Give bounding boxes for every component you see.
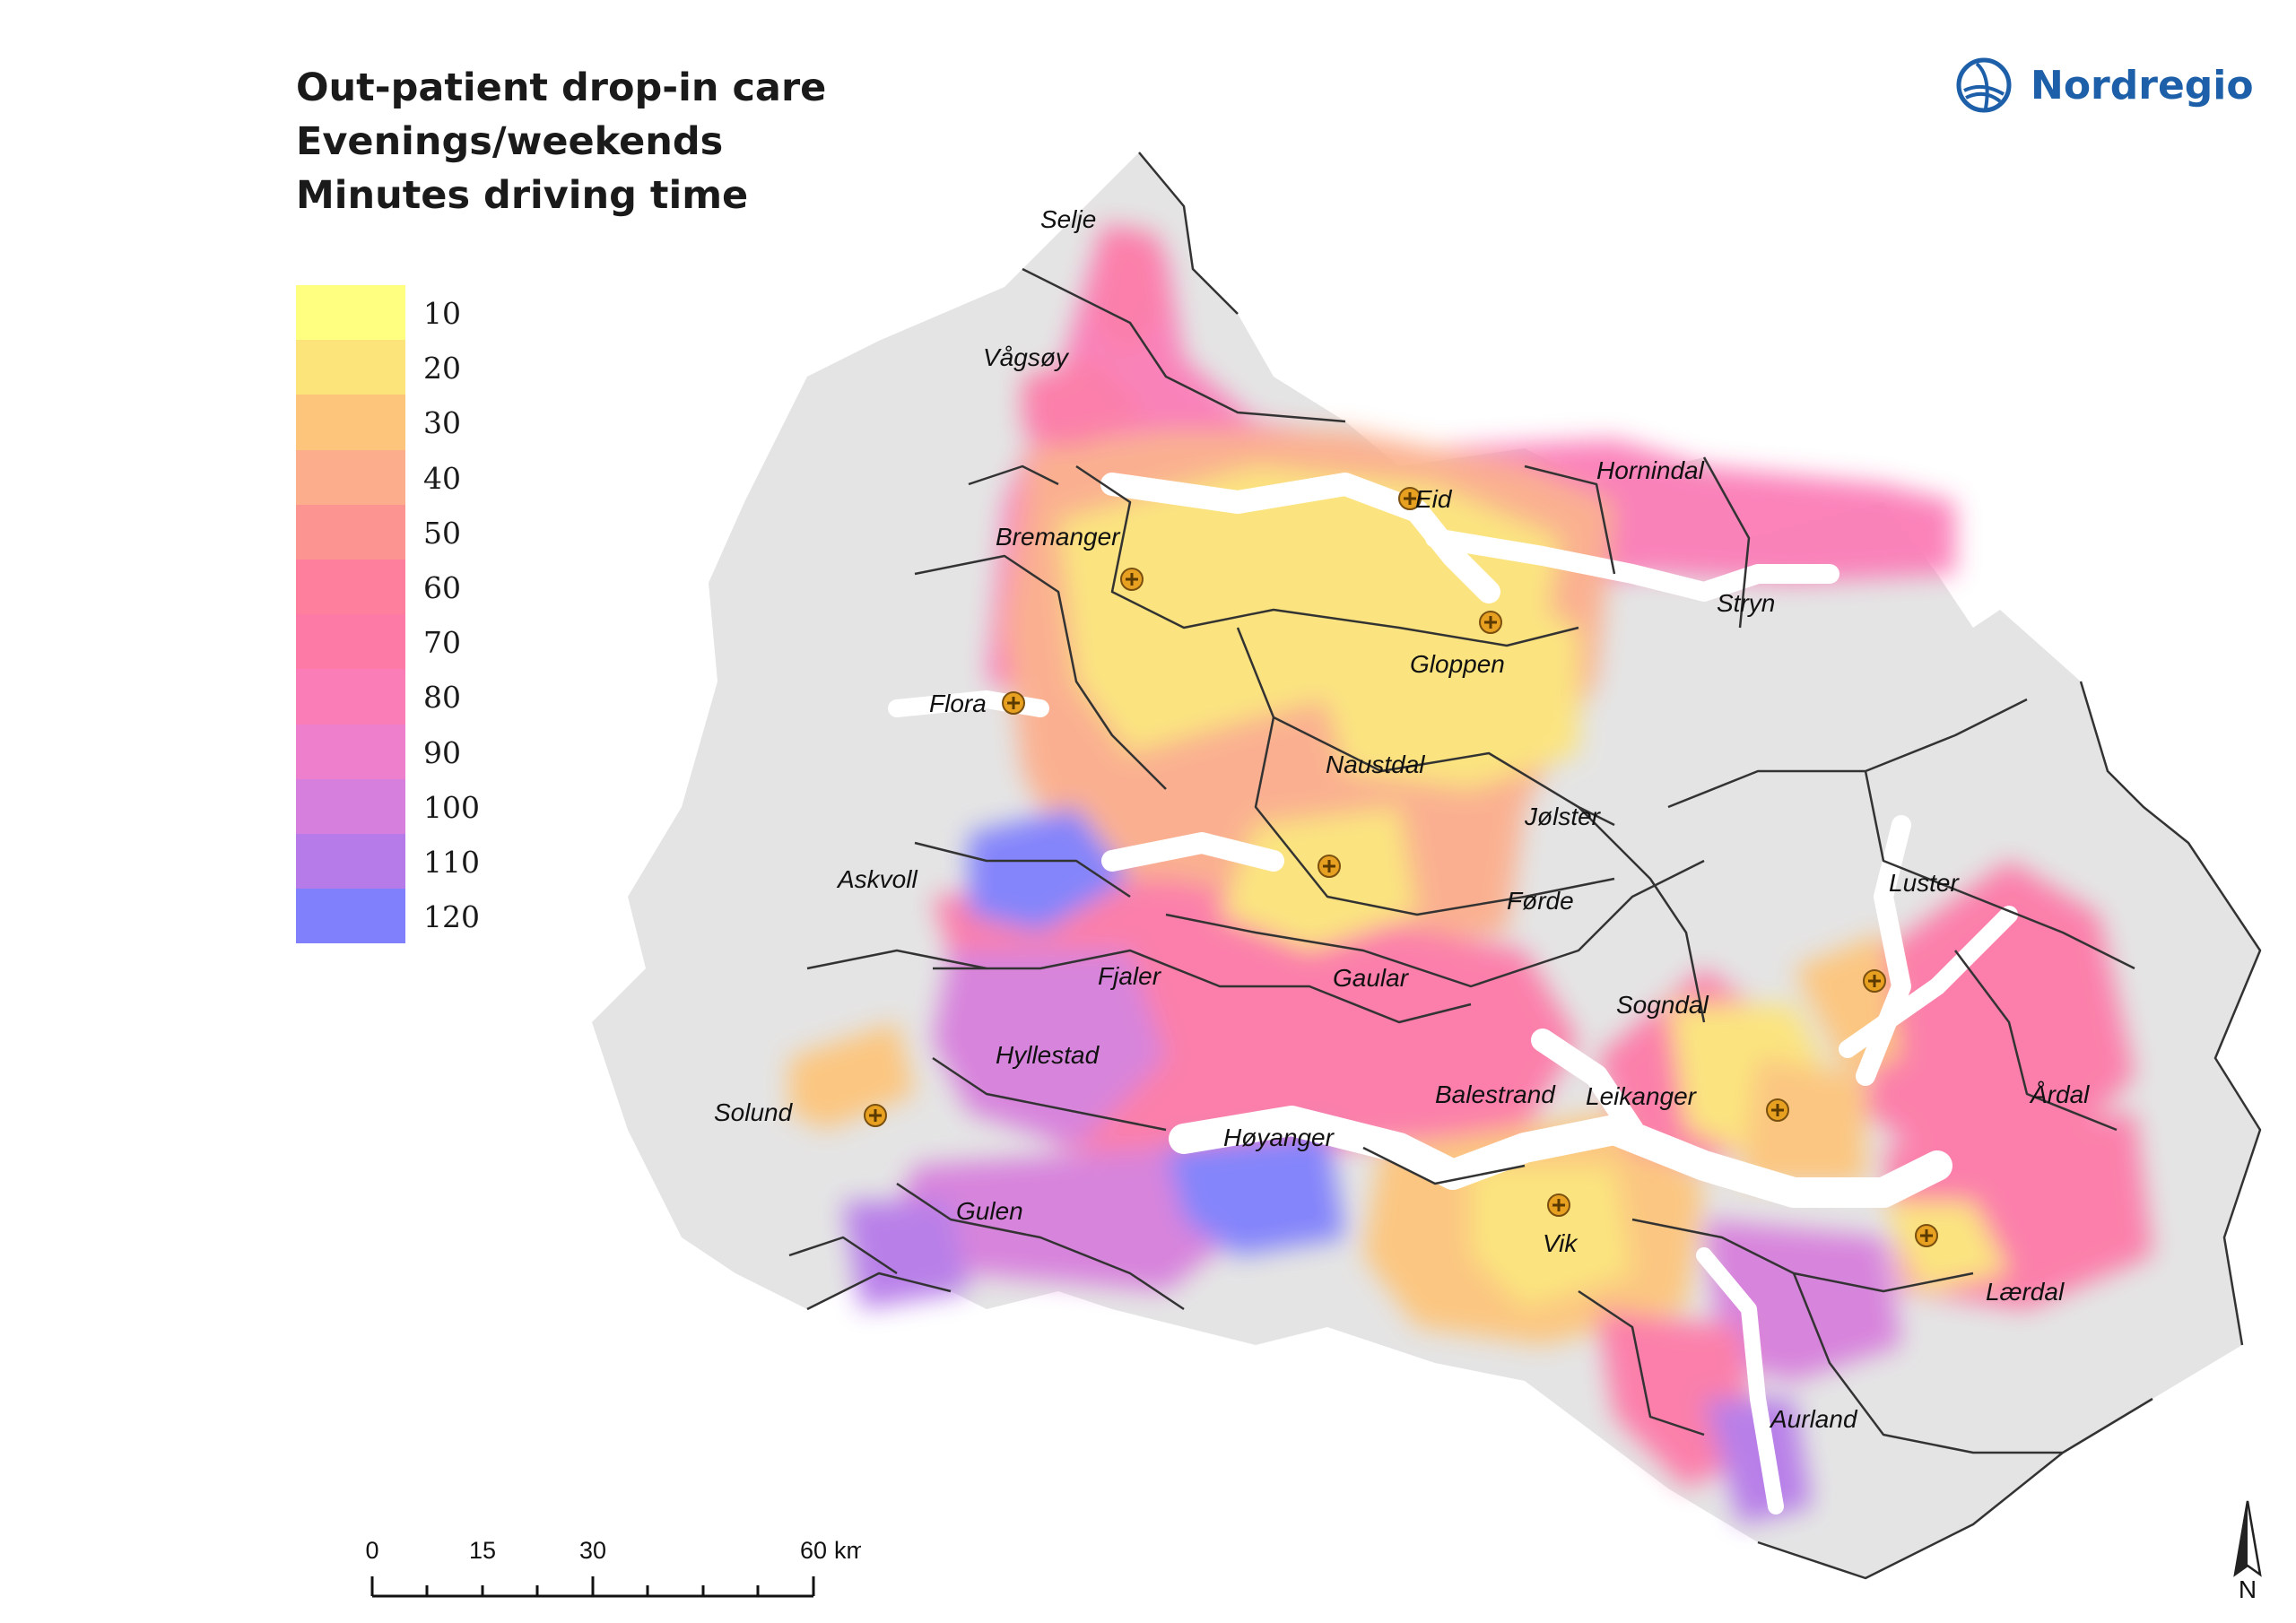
medical-cross-icon: [1915, 1224, 1938, 1247]
scale-bar: 0 15 30 60 km: [365, 1537, 861, 1598]
label-ardal: Årdal: [2029, 1081, 2090, 1108]
legend-label: 80: [423, 680, 461, 716]
legend-label: 120: [423, 899, 480, 935]
medical-cross-icon: [1318, 855, 1341, 878]
label-naustdal: Naustdal: [1326, 751, 1425, 778]
label-bremanger: Bremanger: [996, 523, 1121, 551]
scale-tick-30: 30: [579, 1537, 606, 1564]
legend-label: 100: [423, 789, 480, 825]
legend-label: 110: [423, 844, 480, 880]
title-line-1: Out-patient drop-in care: [296, 65, 827, 110]
label-laerdal: Lærdal: [1986, 1278, 2065, 1306]
label-aurland: Aurland: [1769, 1405, 1858, 1433]
map-title: Out-patient drop-in care Evenings/weeken…: [296, 61, 826, 222]
legend-swatch: [296, 559, 405, 615]
label-gloppen: Gloppen: [1410, 650, 1505, 678]
legend-label: 50: [423, 515, 461, 551]
medical-cross-icon: [1766, 1098, 1789, 1122]
scale-tick-0: 0: [365, 1537, 378, 1564]
title-line-2: Evenings/weekends: [296, 119, 724, 164]
label-balestrand: Balestrand: [1435, 1081, 1556, 1108]
label-selje: Selje: [1040, 205, 1096, 233]
label-gulen: Gulen: [956, 1197, 1023, 1225]
label-hornindal: Hornindal: [1596, 456, 1705, 484]
medical-cross-icon: [1863, 969, 1886, 993]
facility-markers: [864, 487, 1938, 1247]
legend-swatch: [296, 778, 405, 834]
legend-label: 20: [423, 351, 461, 386]
nordregio-logo-icon: [1956, 57, 2012, 113]
label-gaular: Gaular: [1333, 964, 1410, 992]
legend-swatch: [296, 614, 405, 670]
legend-swatch: [296, 504, 405, 560]
place-labels: Selje Vågsøy Eid Hornindal Bremanger Str…: [714, 205, 2090, 1433]
label-hoyanger: Høyanger: [1223, 1124, 1335, 1151]
title-line-3: Minutes driving time: [296, 173, 749, 218]
nordregio-logo: Nordregio: [1955, 56, 2254, 115]
label-fjaler: Fjaler: [1098, 962, 1162, 990]
label-vagsoy: Vågsøy: [983, 343, 1070, 371]
legend-swatch: [296, 395, 405, 450]
scale-tick-60: 60: [800, 1537, 827, 1564]
label-solund: Solund: [714, 1098, 794, 1126]
municipality-borders: [788, 152, 2262, 1580]
label-jolster: Jølster: [1524, 803, 1602, 830]
legend-label: 70: [423, 625, 461, 661]
label-sogndal: Sogndal: [1616, 991, 1709, 1019]
legend-swatch: [296, 340, 405, 395]
legend-swatch: [296, 833, 405, 890]
medical-cross-icon: [1479, 611, 1502, 634]
north-arrow-icon: N: [2233, 1500, 2262, 1603]
fjords: [888, 473, 2018, 1515]
legend-swatch: [296, 889, 405, 944]
legend-swatch: [296, 449, 405, 505]
logo-text: Nordregio: [2031, 62, 2254, 108]
label-flora: Flora: [929, 690, 987, 717]
medical-cross-icon: [1398, 487, 1422, 510]
label-leikanger: Leikanger: [1586, 1082, 1698, 1110]
legend-swatch: [296, 724, 405, 779]
drive-time-zones: [789, 224, 2152, 1524]
north-label: N: [2239, 1575, 2257, 1603]
scale-unit: km: [834, 1537, 861, 1564]
legend-label: 10: [423, 296, 461, 331]
medical-cross-icon: [1547, 1193, 1570, 1217]
medical-cross-icon: [1120, 568, 1144, 591]
legend-label: 90: [423, 734, 461, 770]
legend-swatch: [296, 285, 405, 341]
legend-label: 40: [423, 460, 461, 496]
medical-cross-icon: [864, 1104, 887, 1127]
label-forde: Førde: [1507, 887, 1574, 915]
label-askvoll: Askvoll: [836, 865, 918, 893]
label-vik: Vik: [1543, 1229, 1578, 1257]
label-stryn: Stryn: [1717, 589, 1775, 617]
label-eid: Eid: [1415, 485, 1453, 513]
legend-label: 60: [423, 569, 461, 605]
label-hyllestad: Hyllestad: [996, 1041, 1100, 1069]
legend-swatch: [296, 669, 405, 725]
scale-tick-15: 15: [469, 1537, 496, 1564]
label-luster: Luster: [1889, 869, 1960, 897]
legend-label: 30: [423, 405, 461, 441]
medical-cross-icon: [1002, 691, 1025, 715]
